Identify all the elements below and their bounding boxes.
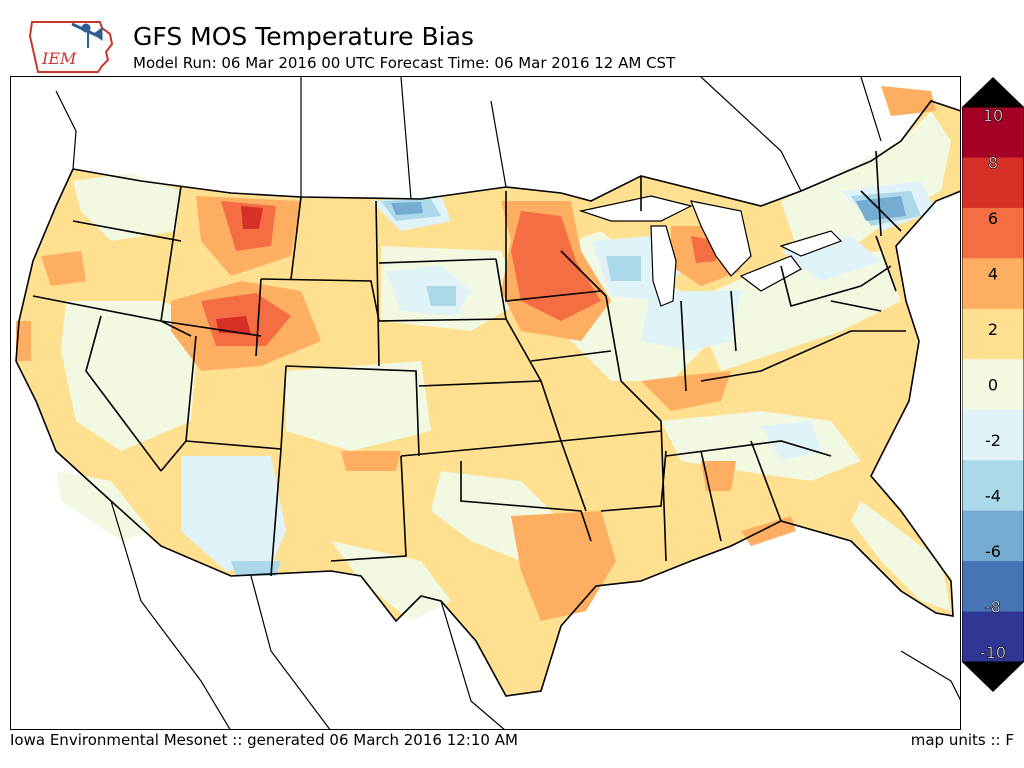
map-title: GFS MOS Temperature Bias — [133, 22, 474, 51]
country-outline — [15, 100, 960, 697]
header: IEM GFS MOS Temperature Bias Model Run: … — [0, 0, 1024, 76]
great-lakes — [578, 195, 843, 307]
temperature-bias-map — [15, 77, 960, 729]
colorbar-segment — [962, 207, 1024, 259]
colorbar-tick-label: -8 — [985, 598, 1001, 617]
map-frame — [10, 76, 961, 730]
colorbar-tick-label: 8 — [988, 154, 998, 173]
colorbar-segment — [962, 308, 1024, 360]
colorbar-segment — [962, 258, 1024, 310]
colorbar-under-arrow — [962, 662, 1024, 692]
colorbar-segment — [962, 409, 1024, 461]
colorbar-tick-labels: 10 8 6 4 2 0 -2 -4 -6 -8 -10 — [980, 106, 1007, 663]
colorbar-segment — [962, 460, 1024, 512]
iem-logo: IEM — [28, 21, 114, 73]
colorbar-over-arrow — [962, 77, 1024, 107]
colorbar-segments — [962, 107, 1024, 663]
colorbar-segment — [962, 157, 1024, 209]
bias-band-very-hot — [216, 206, 263, 334]
footer-credit: Iowa Environmental Mesonet :: generated … — [10, 731, 518, 749]
state-boundaries — [32, 150, 906, 577]
colorbar-tick-label: 6 — [988, 209, 998, 228]
colorbar-tick-label: 2 — [988, 320, 998, 339]
colorbar-tick-label: -4 — [985, 487, 1001, 506]
weather-vane-icon — [71, 22, 103, 48]
colorbar-tick-label: 0 — [988, 376, 998, 395]
logo-text: IEM — [41, 49, 77, 68]
colorbar-tick-label: -2 — [985, 431, 1001, 450]
colorbar-tick-label: -6 — [985, 542, 1001, 561]
colorbar-segment — [962, 561, 1024, 613]
footer-units: map units :: F — [910, 731, 1014, 749]
colorbar-segment — [962, 510, 1024, 562]
colorbar-tick-label: -10 — [980, 643, 1006, 662]
colorbar: 10 8 6 4 2 0 -2 -4 -6 -8 -10 — [962, 77, 1024, 692]
colorbar-tick-label: 4 — [988, 265, 998, 284]
colorbar-segment — [962, 611, 1024, 663]
bias-band-colder — [391, 196, 906, 221]
colorbar-segment — [962, 359, 1024, 411]
neighbor-outlines — [55, 77, 960, 729]
map-subtitle: Model Run: 06 Mar 2016 00 UTC Forecast T… — [133, 54, 676, 72]
colorbar-tick-label: 10 — [983, 106, 1003, 125]
colorbar-segment — [962, 107, 1024, 158]
